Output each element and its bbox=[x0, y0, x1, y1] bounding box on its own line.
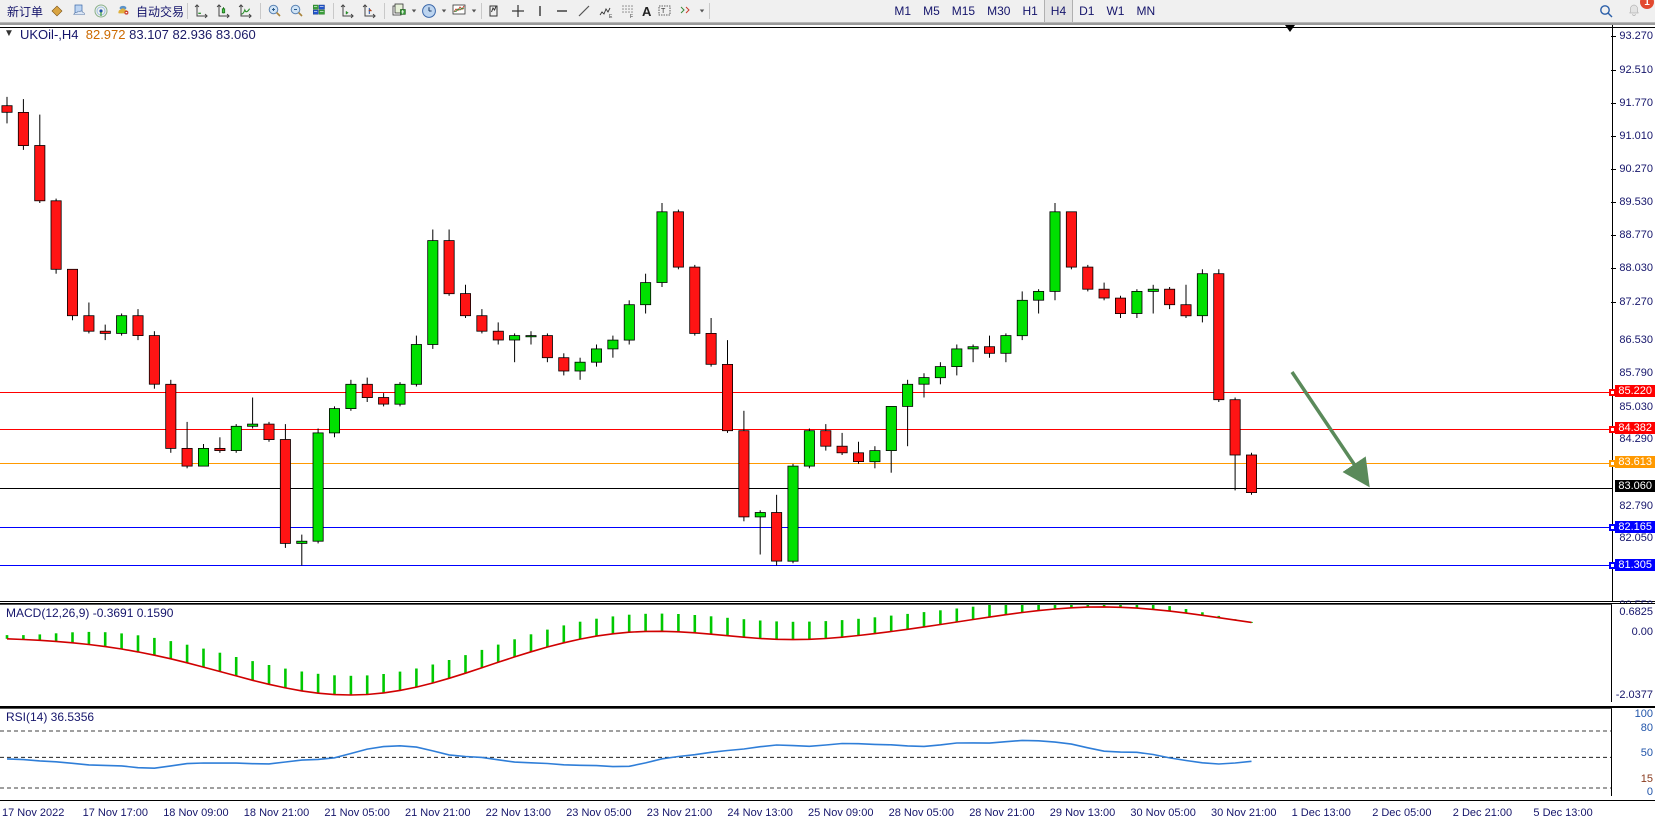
svg-text:F: F bbox=[630, 14, 633, 19]
svg-text:E: E bbox=[609, 14, 613, 19]
svg-text:T: T bbox=[661, 8, 666, 15]
